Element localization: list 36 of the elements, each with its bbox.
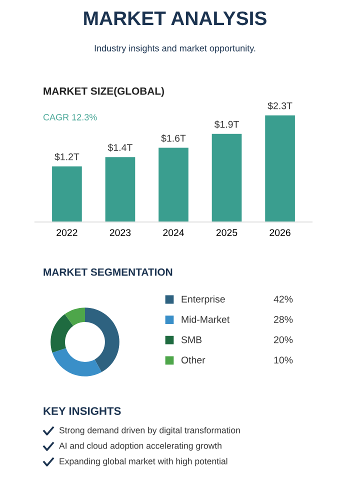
donut-slice — [50, 314, 74, 353]
data-label: $1.4T — [108, 144, 132, 152]
chart-title: MARKET SEGMENTATION — [44, 268, 172, 276]
text: KEY INSIGHTS — [44, 407, 121, 415]
legend-label: SMB — [181, 336, 202, 344]
bar — [265, 115, 295, 222]
bar — [212, 134, 242, 222]
data-label: $1.9T — [214, 120, 239, 128]
legend-label: Enterprise — [182, 295, 225, 305]
x-tick-label: 2026 — [270, 229, 290, 236]
data-label: $1.6T — [161, 134, 186, 142]
x-tick-label: 2025 — [216, 229, 238, 236]
data-label: 20% — [274, 336, 293, 344]
donut-slice — [52, 348, 102, 376]
legend-label: Other — [181, 356, 206, 364]
text: Industry insights and market opportunity. — [94, 44, 256, 54]
data-label: $2.3T — [268, 102, 292, 110]
legend-label: Mid-Market — [182, 316, 230, 323]
text: MARKET ANALYSIS — [84, 11, 266, 26]
chart-title: MARKET SIZE(GLOBAL) — [44, 87, 164, 97]
data-label: $1.2T — [54, 152, 80, 161]
x-tick-label: 2024 — [163, 229, 184, 236]
text: Expanding global market with high potential — [60, 458, 228, 466]
data-label: 28% — [274, 316, 293, 323]
text: AI and cloud adoption accelerating growth — [59, 442, 222, 451]
data-label: 42% — [274, 296, 293, 303]
x-tick-label: 2023 — [110, 229, 131, 236]
x-tick-label: 2022 — [56, 229, 78, 236]
bar — [105, 157, 136, 222]
bar — [52, 166, 82, 222]
donut-slice — [64, 308, 85, 326]
donut-slice — [85, 308, 120, 372]
annotation: CAGR 12.3% — [43, 114, 97, 120]
data-label: 10% — [274, 356, 293, 364]
bar — [158, 148, 188, 222]
text: Strong demand driven by digital transformation — [59, 426, 240, 436]
